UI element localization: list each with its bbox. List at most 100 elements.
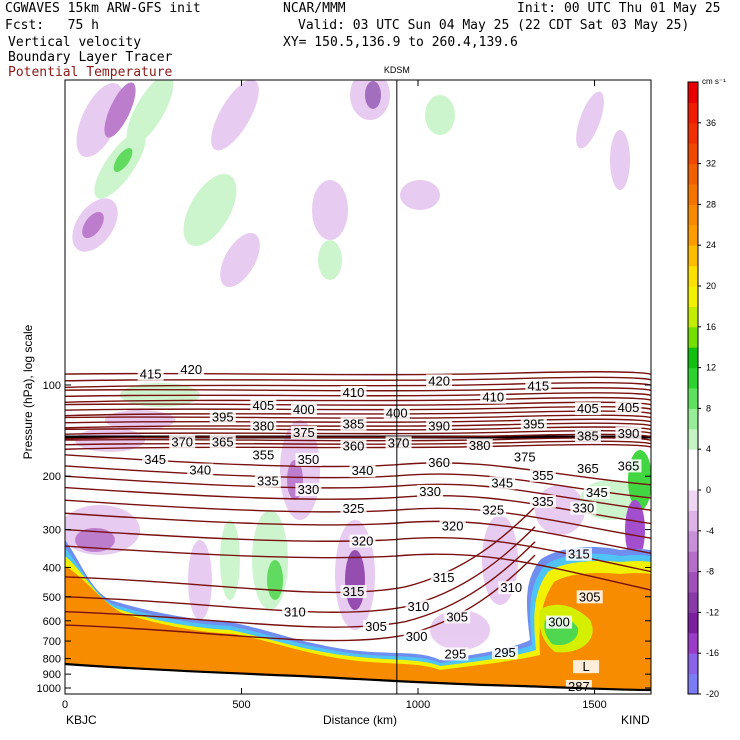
theta-contour xyxy=(65,406,651,411)
theta-label-bg xyxy=(363,619,390,633)
theta-contour xyxy=(65,392,651,398)
theta-label-bg xyxy=(250,448,277,462)
colorbar-swatch xyxy=(688,388,698,409)
y-tick-label: 500 xyxy=(43,592,61,604)
theta-label: 370 xyxy=(388,435,410,450)
theta-label: 330 xyxy=(419,484,441,499)
theta-label: 385 xyxy=(577,428,599,443)
theta-label-bg xyxy=(480,390,507,404)
org-label: NCAR/MMM xyxy=(283,1,346,16)
colorbar-swatch xyxy=(688,449,698,471)
theta-label: 345 xyxy=(491,475,513,490)
theta-label: 310 xyxy=(408,599,430,614)
theta-label: 300 xyxy=(548,615,570,630)
theta-label-bg xyxy=(615,426,642,440)
model-title: CGWAVES 15km ARW-GFS init xyxy=(5,1,201,16)
colorbar-tick-label: -12 xyxy=(706,607,719,617)
colorbar-swatch xyxy=(688,592,698,613)
theta-label-bg xyxy=(574,402,601,416)
colorbar-tick-label: 8 xyxy=(706,403,711,413)
theta-label: 395 xyxy=(523,416,545,431)
theta-label: 310 xyxy=(284,605,306,620)
theta-contour xyxy=(65,387,651,392)
theta-label: 410 xyxy=(343,385,365,400)
theta-contour xyxy=(65,465,651,499)
theta-label-bg xyxy=(426,455,453,469)
theta-label-bg xyxy=(615,459,642,473)
theta-label-bg xyxy=(583,486,610,500)
theta-label-bg xyxy=(520,417,547,431)
y-tick-label: 400 xyxy=(43,562,61,574)
theta-label-bg xyxy=(290,425,317,439)
theta-label-bg xyxy=(439,519,466,533)
colorbar-swatch xyxy=(688,367,698,389)
theta-contour xyxy=(65,554,536,642)
colorbar-tick-label: 32 xyxy=(706,159,716,169)
theta-label: 360 xyxy=(343,439,365,454)
theta-label-bg xyxy=(209,435,236,449)
x-tick-label: 0 xyxy=(62,699,68,711)
theta-contour xyxy=(65,506,536,594)
colorbar-tick-label: 20 xyxy=(706,281,716,291)
theta-label: 335 xyxy=(257,474,279,489)
theta-label-bg xyxy=(529,468,556,482)
theta-label: 340 xyxy=(352,463,374,478)
theta-label: 295 xyxy=(445,646,467,661)
theta-label: L xyxy=(582,659,589,674)
colorbar-tick-label: 24 xyxy=(706,240,716,250)
theta-contour xyxy=(65,528,651,573)
theta-label-bg xyxy=(489,476,516,490)
theta-label: 365 xyxy=(577,461,599,476)
theta-label: 340 xyxy=(189,463,211,478)
theta-label-bg xyxy=(349,534,376,548)
theta-label-bg xyxy=(574,462,601,476)
colorbar-swatch xyxy=(688,673,698,695)
colorbar-tick-label: 28 xyxy=(706,199,716,209)
y-tick-label: 900 xyxy=(43,669,61,681)
theta-label: 405 xyxy=(618,400,640,415)
theta-label: 345 xyxy=(144,452,166,467)
theta-label: 305 xyxy=(579,589,601,604)
theta-label-bg xyxy=(511,450,538,464)
theta-label-bg xyxy=(254,474,281,488)
theta-label-bg xyxy=(430,571,457,585)
theta-label: 420 xyxy=(180,362,202,377)
colorbar-swatch xyxy=(688,428,698,450)
colorbar-swatch xyxy=(688,326,698,348)
theta-label: 330 xyxy=(573,501,595,516)
colorbar-tick-label: 36 xyxy=(706,118,716,128)
theta-label: 310 xyxy=(500,580,522,595)
colorbar: -20 -16 -12 -8 -4 0 4 8 12 16 20 24 28 32 36 xyxy=(687,81,719,699)
theta-label-bg xyxy=(466,438,493,452)
theta-label-bg xyxy=(295,483,322,497)
theta-contour xyxy=(65,475,651,511)
theta-label: 410 xyxy=(482,390,504,405)
theta-label-bg xyxy=(426,419,453,433)
colorbar-swatch xyxy=(688,530,698,552)
theta-label-bg xyxy=(565,680,592,693)
theta-label: 375 xyxy=(514,450,536,465)
colorbar-swatch xyxy=(688,490,698,511)
theta-label: 315 xyxy=(433,570,455,585)
theta-label-bg xyxy=(340,385,367,399)
init-time: Init: 00 UTC Thu 01 May 25 xyxy=(517,1,721,16)
theta-label: 315 xyxy=(568,547,590,562)
theta-contour xyxy=(65,512,651,554)
colorbar-swatch xyxy=(688,510,698,532)
theta-contour xyxy=(65,545,651,591)
theta-label: 395 xyxy=(212,410,234,425)
theta-label: 405 xyxy=(577,401,599,416)
theta-label-bg xyxy=(546,615,573,629)
theta-label: 380 xyxy=(252,418,274,433)
forecast-hour: Fcst: 75 h xyxy=(5,18,99,33)
theta-label-bg xyxy=(403,629,430,643)
colorbar-tick-label: -4 xyxy=(706,526,714,536)
theta-label: 335 xyxy=(532,494,554,509)
y-tick-label: 600 xyxy=(43,616,61,628)
theta-contour xyxy=(65,430,651,435)
y-axis: 100 200 300 400 500 600 700 800 900 1000 xyxy=(37,380,651,695)
theta-label-bg xyxy=(525,379,552,393)
theta-contour xyxy=(65,486,651,525)
theta-label: 330 xyxy=(298,482,320,497)
